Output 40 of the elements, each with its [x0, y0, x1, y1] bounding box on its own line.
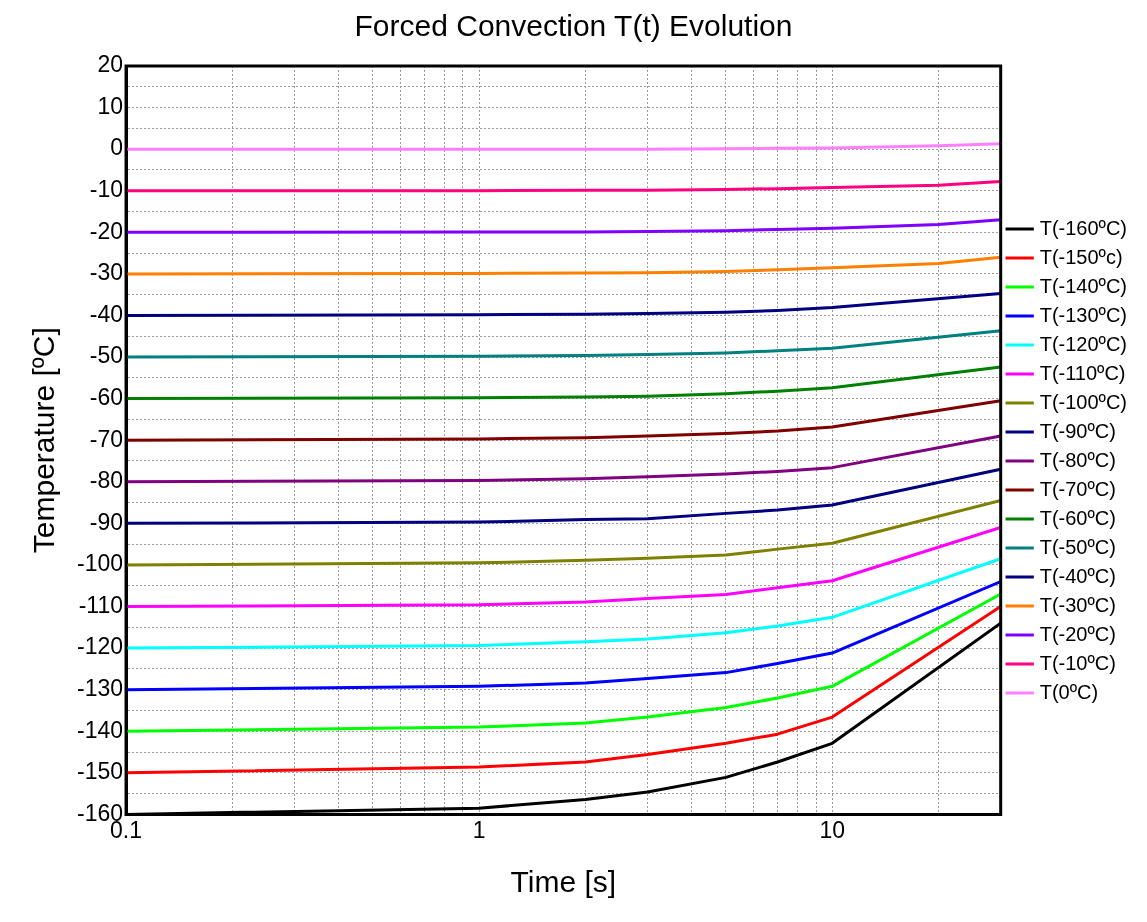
y-tick-label: -130: [76, 675, 124, 702]
y-tick-label: -60: [89, 383, 124, 410]
legend-label: T(-70ºC): [1039, 477, 1116, 500]
legend-label: T(-40ºC): [1039, 564, 1116, 587]
y-tick-label: -50: [89, 342, 124, 369]
y-tick-label: -150: [76, 758, 124, 785]
y-tick-label: -20: [89, 217, 124, 244]
y-tick-label: 20: [97, 51, 124, 78]
y-tick-label: -120: [76, 633, 124, 660]
legend-label: T(-110ºC): [1039, 361, 1126, 384]
legend-label: T(-50ºC): [1039, 535, 1116, 558]
legend-label: T(-150ºc): [1039, 245, 1123, 268]
legend-label: T(-30ºC): [1039, 593, 1116, 616]
y-tick-label: -40: [89, 300, 124, 327]
y-axis-title: Temperature [ºC]: [27, 327, 61, 554]
y-tick-label: 10: [97, 92, 124, 119]
y-tick-label: -140: [76, 716, 124, 743]
y-tick-label: -30: [89, 259, 124, 286]
y-tick-label: -90: [89, 508, 124, 535]
legend-label: T(-10ºC): [1039, 651, 1116, 674]
legend-label: T(-60ºC): [1039, 506, 1116, 529]
x-tick-label: 1: [472, 816, 486, 843]
legend-label: T(-130ºC): [1039, 303, 1128, 326]
legend-label: T(-90ºC): [1039, 419, 1116, 442]
legend-label: T(-160ºC): [1039, 216, 1128, 239]
y-tick-label: -100: [76, 550, 124, 577]
legend-label: T(-20ºC): [1039, 622, 1116, 645]
y-tick-label: 0: [110, 134, 124, 161]
legend-label: T(-120ºC): [1039, 332, 1128, 355]
legend-label: T(0ºC): [1039, 680, 1099, 703]
y-tick-label: -10: [89, 176, 124, 203]
legend-label: T(-100ºC): [1039, 390, 1128, 413]
legend-label: T(-80ºC): [1039, 448, 1116, 471]
legend-label: T(-140ºC): [1039, 274, 1128, 297]
x-tick-label: 10: [819, 816, 846, 843]
chart-title: Forced Convection T(t) Evolution: [354, 9, 793, 43]
y-tick-label: -70: [89, 425, 124, 452]
x-axis-title: Time [s]: [510, 865, 617, 899]
y-tick-label: -80: [89, 467, 124, 494]
y-tick-label: -110: [78, 591, 124, 618]
